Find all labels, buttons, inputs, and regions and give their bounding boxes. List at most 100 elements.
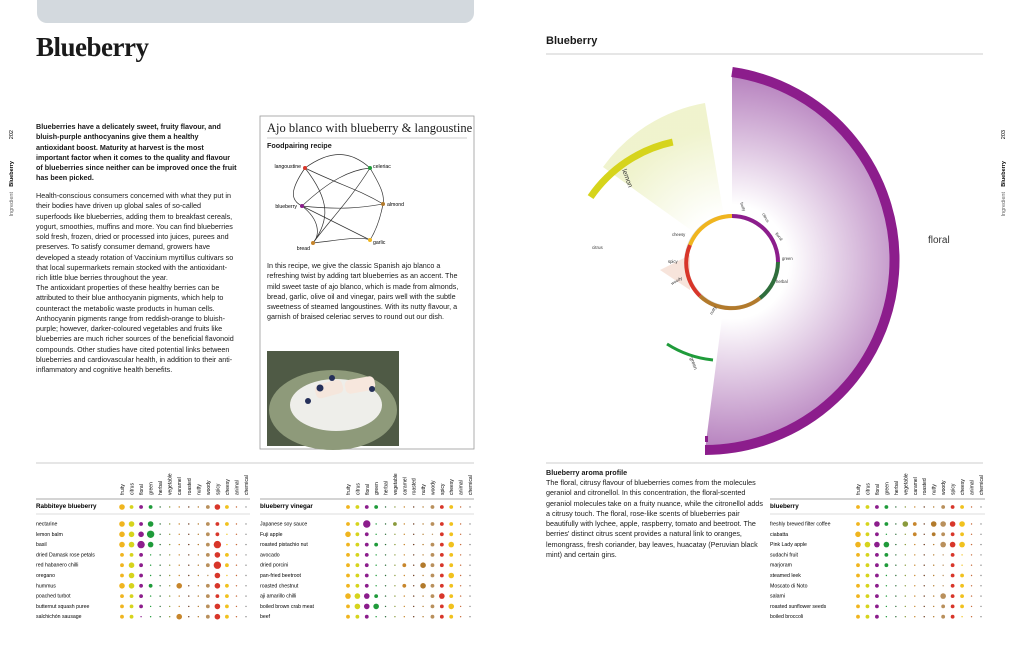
- aroma-dot: [355, 542, 360, 547]
- wheel-outer-label: green: [688, 357, 698, 371]
- aroma-dot: [197, 616, 200, 618]
- aroma-dot: [235, 574, 238, 577]
- column-label: green: [884, 482, 890, 495]
- aroma-dot: [225, 553, 229, 557]
- aroma-dot: [412, 564, 415, 566]
- aroma-dot: [245, 523, 247, 525]
- aroma-dot: [197, 533, 200, 535]
- aroma-dot: [439, 604, 444, 609]
- row-label: red habanero chilli: [36, 563, 78, 569]
- aroma-dot: [942, 564, 944, 566]
- aroma-dot: [197, 585, 200, 587]
- aroma-dot: [197, 605, 200, 608]
- aroma-dot: [178, 533, 180, 535]
- aroma-dot: [403, 523, 406, 525]
- profile-title: Blueberry aroma profile: [546, 468, 628, 477]
- aroma-dot: [384, 554, 387, 556]
- column-label: woody: [206, 480, 212, 495]
- row-label: roasted sunflower seeds: [770, 604, 827, 610]
- aroma-dot: [883, 541, 890, 548]
- aroma-dot: [865, 573, 870, 578]
- aroma-dot: [865, 553, 870, 557]
- aroma-dot: [902, 521, 909, 527]
- aroma-dot: [129, 604, 134, 609]
- aroma-dot: [364, 573, 369, 578]
- aroma-dot: [139, 594, 143, 598]
- aroma-dot: [412, 523, 415, 525]
- aroma-dot: [960, 505, 964, 509]
- aroma-dot: [874, 541, 880, 548]
- aroma-dot: [119, 541, 125, 548]
- column-label: animal: [459, 480, 465, 495]
- column-label: vegetable: [393, 473, 399, 495]
- aroma-dot: [885, 533, 888, 535]
- aroma-dot: [430, 542, 435, 547]
- aroma-wheel: [587, 67, 900, 455]
- aroma-dot: [430, 573, 435, 578]
- aroma-dot: [931, 532, 936, 537]
- aroma-dot: [980, 554, 982, 556]
- body-paragraph: Health-conscious consumers concerned wit…: [36, 191, 234, 283]
- aroma-dot: [403, 616, 406, 618]
- row-label: boiled broccoli: [770, 614, 803, 620]
- aroma-dot: [980, 574, 982, 577]
- aroma-dot: [950, 553, 955, 557]
- wheel-inner-label: floral: [774, 231, 784, 241]
- aroma-dot: [923, 595, 925, 597]
- aroma-dot: [932, 554, 935, 556]
- column-label: caramel: [177, 477, 183, 495]
- aroma-dot: [980, 533, 982, 535]
- aroma-dot: [970, 574, 973, 577]
- column-label: caramel: [913, 477, 919, 495]
- aroma-dot: [412, 533, 415, 535]
- aroma-dot: [146, 530, 155, 538]
- aroma-dot: [205, 505, 210, 509]
- aroma-dot: [159, 543, 161, 546]
- row-label: Moscato di Noto: [770, 583, 808, 589]
- aroma-dot: [904, 543, 907, 546]
- aroma-dot: [128, 572, 135, 579]
- node-label: almond: [387, 202, 404, 208]
- aroma-dot: [884, 522, 889, 526]
- row-label: salami: [770, 594, 785, 600]
- aroma-dot: [346, 604, 350, 609]
- aroma-dot: [197, 543, 200, 546]
- aroma-dot: [932, 506, 935, 508]
- aroma-dot: [129, 614, 134, 619]
- aroma-dot: [188, 616, 190, 618]
- aroma-dot: [403, 605, 406, 608]
- aroma-dot: [120, 553, 124, 557]
- aroma-dot: [412, 574, 415, 577]
- aroma-dot: [178, 523, 180, 525]
- aroma-dot: [439, 522, 444, 526]
- aroma-dot: [245, 564, 247, 566]
- aroma-dot: [412, 506, 415, 508]
- aroma-dot: [980, 585, 982, 587]
- aroma-dot: [875, 614, 879, 619]
- aroma-dot: [856, 614, 860, 619]
- aroma-dot: [225, 563, 229, 568]
- recipe-text: In this recipe, we give the classic Span…: [267, 261, 459, 322]
- column-label: spicy: [215, 483, 221, 495]
- aroma-dot: [168, 523, 171, 525]
- aroma-dot: [970, 616, 973, 618]
- row-label: lemon balm: [36, 532, 63, 538]
- aroma-dot: [970, 506, 973, 508]
- aroma-dot: [875, 553, 879, 557]
- aroma-dot: [904, 574, 907, 577]
- table-ingredient: blueberry vinegar: [260, 503, 313, 510]
- aroma-dot: [178, 574, 180, 577]
- aroma-dot: [139, 553, 143, 557]
- aroma-dot: [970, 533, 973, 535]
- aroma-dot: [346, 505, 350, 509]
- aroma-dot: [439, 573, 444, 578]
- aroma-dot: [942, 574, 944, 577]
- aroma-dot: [346, 522, 350, 526]
- column-label: herbal: [894, 481, 900, 495]
- aroma-dot: [439, 563, 444, 568]
- aroma-dot: [904, 506, 907, 508]
- profile-text: The floral, citrusy flavour of blueberri…: [546, 478, 763, 560]
- aroma-dot: [159, 523, 161, 525]
- aroma-dot: [422, 595, 424, 597]
- aroma-dot: [346, 573, 350, 578]
